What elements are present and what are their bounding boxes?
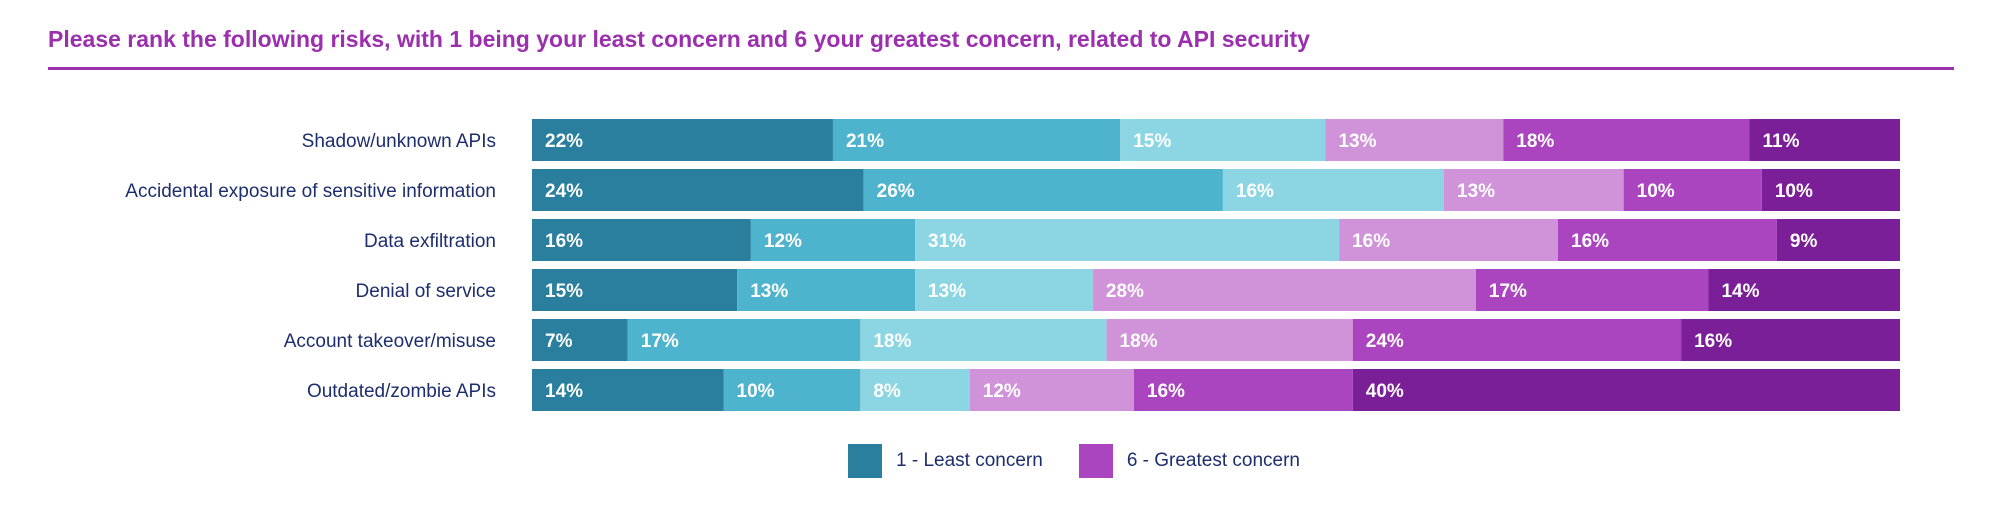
bar-segment (1106, 319, 1353, 361)
bar-segment (1325, 119, 1504, 161)
bar-value-label: 13% (1338, 131, 1376, 152)
bar-segment (532, 269, 738, 311)
bar-value-label: 10% (737, 381, 775, 402)
bar-segment (627, 319, 861, 361)
bar-value-label: 13% (750, 281, 788, 302)
bar-segment (1475, 269, 1709, 311)
bar-value-label: 18% (1120, 331, 1158, 352)
bar-segment (1558, 219, 1777, 261)
category-label: Outdated/zombie APIs (307, 381, 496, 402)
bar-value-label: 12% (764, 231, 802, 252)
bar-segment (860, 319, 1107, 361)
bar-value-label: 14% (1721, 281, 1759, 302)
legend-label-greatest: 6 - Greatest concern (1126, 450, 1301, 471)
bar-value-label: 17% (1489, 281, 1527, 302)
bar-segment (532, 219, 751, 261)
bar-segment (737, 269, 916, 311)
bar-segment (1222, 169, 1444, 211)
category-label: Denial of service (356, 281, 496, 302)
bar-segment (1776, 219, 1900, 261)
bar-value-label: 16% (1236, 181, 1274, 202)
bar-segment (1749, 119, 1900, 161)
bar-value-label: 15% (545, 281, 583, 302)
legend-label-least: 1 - Least concern (896, 450, 1043, 471)
title-divider (48, 67, 1954, 70)
bar-value-label: 18% (1516, 131, 1554, 152)
bar-segment (915, 269, 1093, 311)
bar-value-label: 12% (983, 381, 1021, 402)
legend-swatch-least (848, 444, 882, 478)
bar-segment (1133, 369, 1353, 411)
bar-value-label: 9% (1790, 231, 1818, 252)
legend-swatch-greatest (1078, 444, 1113, 478)
bar-segment (1352, 369, 1900, 411)
chart-legend: 1 - Least concern 6 - Greatest concern (848, 444, 1336, 478)
bar-value-label: 11% (1763, 131, 1800, 152)
bar-value-label: 16% (1147, 381, 1185, 402)
bar-value-label: 24% (545, 181, 583, 202)
bar-value-label: 40% (1366, 381, 1404, 402)
bar-segment (969, 369, 1134, 411)
bar-value-label: 24% (1366, 331, 1404, 352)
bar-value-label: 22% (545, 131, 583, 152)
bar-value-label: 16% (545, 231, 583, 252)
bar-segment (532, 119, 833, 161)
bar-segment (532, 319, 628, 361)
legend-item-greatest: 6 - Greatest concern (1078, 444, 1301, 478)
bar-segment (860, 369, 970, 411)
bar-value-label: 16% (1571, 231, 1609, 252)
bar-segment (1503, 119, 1750, 161)
bar-segment (1623, 169, 1762, 211)
bar-segment (723, 369, 861, 411)
bar-segment (1761, 169, 1900, 211)
category-label: Data exfiltration (364, 231, 496, 252)
bar-segment (1681, 319, 1900, 361)
bar-value-label: 7% (545, 331, 573, 352)
bar-value-label: 14% (545, 381, 583, 402)
bar-segment (1708, 269, 1900, 311)
bar-segment (863, 169, 1223, 211)
bar-value-label: 31% (928, 231, 966, 252)
bar-value-label: 28% (1106, 281, 1144, 302)
bar-value-label: 18% (873, 331, 911, 352)
bar-segment (1120, 119, 1326, 161)
bar-value-label: 13% (928, 281, 966, 302)
bar-value-label: 10% (1637, 181, 1675, 202)
bar-value-label: 26% (877, 181, 915, 202)
chart-title: Please rank the following risks, with 1 … (48, 26, 1310, 52)
category-label: Shadow/unknown APIs (302, 131, 496, 152)
bar-segment (532, 369, 724, 411)
bar-value-label: 8% (873, 381, 901, 402)
bar-segment (915, 219, 1340, 261)
bar-value-label: 15% (1133, 131, 1171, 152)
bar-value-label: 17% (641, 331, 679, 352)
bar-segment (750, 219, 916, 261)
bar-value-label: 10% (1775, 181, 1813, 202)
category-label: Account takeover/misuse (284, 331, 496, 352)
bar-segment (1444, 169, 1624, 211)
bar-segment (532, 169, 864, 211)
bar-segment (1092, 269, 1476, 311)
bar-value-label: 16% (1352, 231, 1390, 252)
bar-value-label: 21% (846, 131, 884, 152)
bar-segment (1352, 319, 1682, 361)
bar-value-label: 13% (1457, 181, 1495, 202)
bar-segment (1339, 219, 1558, 261)
legend-item-least: 1 - Least concern (848, 444, 1043, 478)
category-label: Accidental exposure of sensitive informa… (125, 181, 496, 202)
bar-segment (832, 119, 1121, 161)
bar-value-label: 16% (1694, 331, 1732, 352)
stacked-bar-chart: Shadow/unknown APIs 22% 21% 15% 13% 18% 11% Acc… (125, 119, 1900, 411)
